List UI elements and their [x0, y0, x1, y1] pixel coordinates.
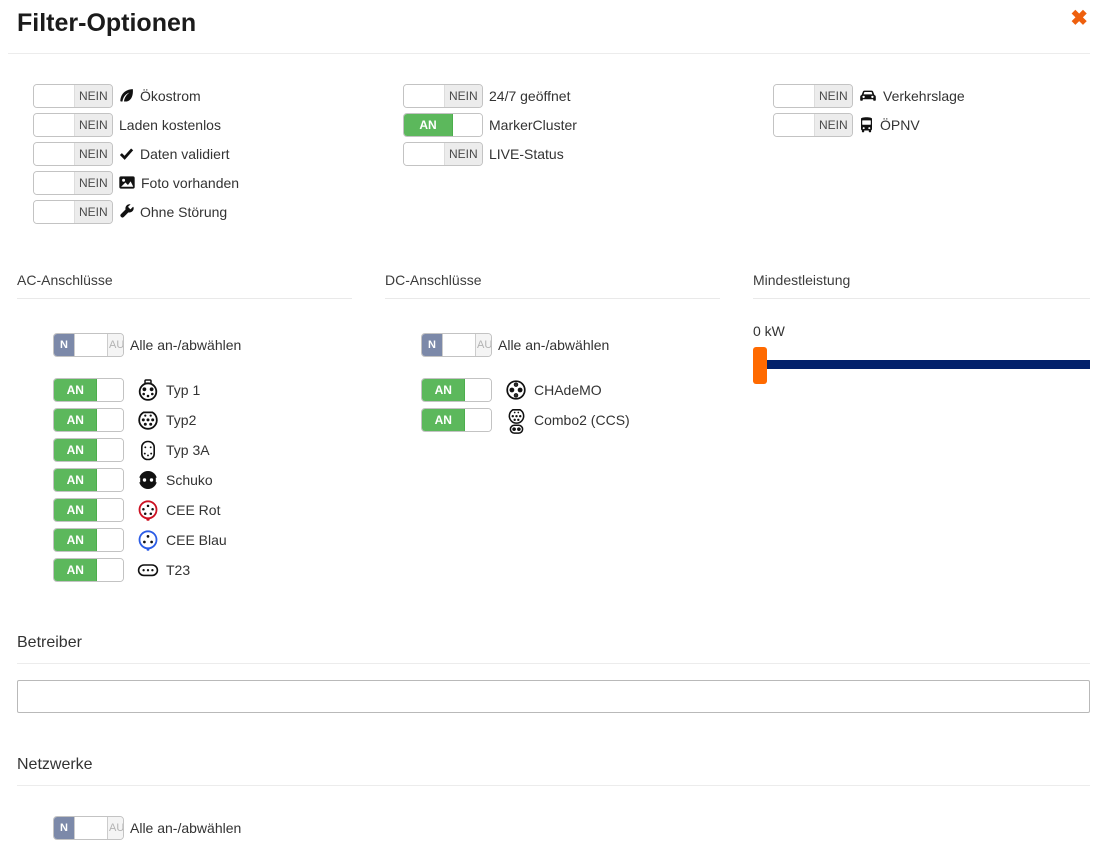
power-value-label: 0 kW [753, 323, 785, 339]
connector-row-typ1: AN Typ 1 [53, 375, 352, 405]
leaf-icon [119, 88, 134, 103]
header-divider [8, 53, 1090, 54]
quick-filters: NEIN Ökostrom NEIN Laden kostenlos NEIN [0, 81, 1107, 226]
oepnv-toggle[interactable]: NEIN [773, 112, 853, 137]
typ1-plug-icon [136, 378, 160, 402]
quick-filters-column-3: NEIN Verkehrslage NEIN ÖPNV [753, 81, 1090, 226]
connector-row-typ2: AN Typ2 [53, 405, 352, 435]
power-slider-handle[interactable] [753, 347, 767, 384]
filter-row-oepnv: NEIN ÖPNV [773, 110, 1090, 139]
ohne-stoerung-toggle[interactable]: NEIN [33, 199, 113, 224]
oekostrom-toggle[interactable]: NEIN [33, 83, 113, 108]
filter-row-oekostrom: NEIN Ökostrom [33, 81, 385, 110]
laden-kostenlos-toggle[interactable]: NEIN [33, 112, 113, 137]
cee-rot-plug-icon [136, 499, 160, 522]
filter-row-laden-kostenlos: NEIN Laden kostenlos [33, 110, 385, 139]
filter-row-live-status: NEIN LIVE-Status [403, 139, 753, 168]
wrench-icon [119, 204, 134, 219]
connector-row-cee-blau: AN CEE Blau [53, 525, 352, 555]
dialog-header: Filter-Optionen ✖ [0, 7, 1107, 38]
filter-row-verkehrslage: NEIN Verkehrslage [773, 81, 1090, 110]
verkehrslage-toggle[interactable]: NEIN [773, 83, 853, 108]
markercluster-toggle[interactable]: AN [403, 112, 483, 137]
operator-section: Betreiber [17, 634, 1090, 713]
ac-select-all-toggle[interactable]: N AU [53, 333, 124, 357]
schuko-plug-icon [136, 469, 160, 491]
typ3a-toggle[interactable]: AN [53, 438, 124, 462]
ac-section: AC-Anschlüsse N AU Alle an-/abwählen AN [17, 272, 385, 585]
typ2-toggle[interactable]: AN [53, 408, 124, 432]
networks-section: Netzwerke N AU Alle an-/abwählen [17, 756, 1090, 843]
filter-row-markercluster: AN MarkerCluster [403, 110, 753, 139]
filter-row-foto-vorhanden: NEIN Foto vorhanden [33, 168, 385, 197]
daten-validiert-toggle[interactable]: NEIN [33, 141, 113, 166]
t23-toggle[interactable]: AN [53, 558, 124, 582]
power-section: Mindestleistung 0 kW [753, 272, 1090, 585]
bus-icon [859, 116, 874, 133]
power-section-title: Mindestleistung [753, 272, 1090, 299]
typ1-toggle[interactable]: AN [53, 378, 124, 402]
cee-blau-plug-icon [136, 529, 160, 552]
close-icon[interactable]: ✖ [1070, 7, 1088, 30]
chademo-toggle[interactable]: AN [421, 378, 492, 402]
connector-row-cee-rot: AN CEE Rot [53, 495, 352, 525]
quick-filters-column-1: NEIN Ökostrom NEIN Laden kostenlos NEIN [17, 81, 385, 226]
dc-section: DC-Anschlüsse N AU Alle an-/abwählen AN [385, 272, 753, 585]
dc-section-title: DC-Anschlüsse [385, 272, 720, 299]
chademo-plug-icon [504, 379, 528, 401]
power-slider-track[interactable] [759, 360, 1090, 369]
filter-row-247-geoeffnet: NEIN 24/7 geöffnet [403, 81, 753, 110]
ac-connector-list: AN Typ 1 AN Typ2 [17, 375, 352, 585]
networks-select-all-toggle[interactable]: N AU [53, 816, 124, 840]
photo-icon [119, 176, 135, 189]
cee-blau-toggle[interactable]: AN [53, 528, 124, 552]
connector-row-combo2: AN Combo2 (CCS) [421, 405, 720, 435]
operator-input[interactable] [17, 680, 1090, 713]
cee-rot-toggle[interactable]: AN [53, 498, 124, 522]
connector-sections: AC-Anschlüsse N AU Alle an-/abwählen AN [0, 272, 1107, 585]
connector-row-schuko: AN Schuko [53, 465, 352, 495]
filter-row-ohne-stoerung: NEIN Ohne Störung [33, 197, 385, 226]
foto-vorhanden-toggle[interactable]: NEIN [33, 170, 113, 195]
power-slider[interactable] [753, 347, 1090, 385]
typ3a-plug-icon [136, 439, 160, 462]
connector-row-t23: AN T23 [53, 555, 352, 585]
operator-section-title: Betreiber [17, 634, 1090, 664]
quick-filters-column-2: NEIN 24/7 geöffnet AN MarkerCluster NEIN… [385, 81, 753, 226]
car-icon [859, 89, 877, 103]
check-icon [119, 146, 134, 161]
filter-row-daten-validiert: NEIN Daten validiert [33, 139, 385, 168]
page-title: Filter-Optionen [17, 9, 197, 37]
247-geoeffnet-toggle[interactable]: NEIN [403, 83, 483, 108]
networks-section-title: Netzwerke [17, 756, 1090, 786]
schuko-toggle[interactable]: AN [53, 468, 124, 492]
connector-row-typ3a: AN Typ 3A [53, 435, 352, 465]
networks-select-all-row: N AU Alle an-/abwählen [17, 813, 1090, 843]
typ2-plug-icon [136, 409, 160, 431]
dc-select-all-row: N AU Alle an-/abwählen [385, 330, 720, 360]
combo2-toggle[interactable]: AN [421, 408, 492, 432]
combo2-plug-icon [504, 407, 528, 434]
dc-connector-list: AN CHAdeMO AN Combo2 [385, 375, 720, 435]
dc-select-all-toggle[interactable]: N AU [421, 333, 492, 357]
ac-section-title: AC-Anschlüsse [17, 272, 352, 299]
ac-select-all-row: N AU Alle an-/abwählen [17, 330, 352, 360]
t23-plug-icon [136, 559, 160, 581]
live-status-toggle[interactable]: NEIN [403, 141, 483, 166]
connector-row-chademo: AN CHAdeMO [421, 375, 720, 405]
